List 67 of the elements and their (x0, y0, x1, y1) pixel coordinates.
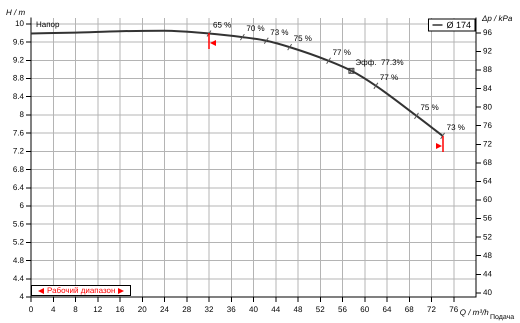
y2-tick-label: 44 (483, 269, 492, 278)
x-tick-label: 64 (382, 305, 392, 314)
y2-tick-label: 76 (483, 120, 492, 130)
x-tick-label: 20 (138, 305, 148, 314)
legend-label: Ø 174 (446, 20, 472, 30)
y-tick-label: 8 (20, 110, 25, 120)
x-tick-label: 8 (73, 305, 78, 314)
x-tick-label: 28 (182, 305, 192, 314)
y2-tick-label: 52 (483, 232, 492, 242)
x-tick-label: 48 (294, 305, 303, 314)
x-tick-label: 16 (116, 305, 125, 314)
y-tick-label: 4 (20, 292, 25, 302)
x-tick-label: 76 (449, 305, 459, 314)
annotation: 77 % (332, 48, 351, 57)
x-tick-label: 56 (338, 305, 348, 314)
x-tick-label: 4 (51, 305, 56, 314)
x-tick-label: 40 (249, 305, 258, 314)
annotation: 65 % (213, 20, 232, 30)
y-tick-label: 4.8 (12, 256, 25, 265)
y-tick-label: 6.4 (12, 182, 25, 192)
y-tick-label: 7.6 (12, 128, 25, 138)
x-tick-label: 68 (404, 305, 414, 314)
y-tick-label: 9.6 (12, 37, 25, 46)
y-tick-label: 4.4 (12, 274, 25, 283)
y-tick-label: 5.2 (12, 238, 25, 247)
y2-axis-title: Δp / kPa (481, 14, 513, 23)
x-tick-label: 60 (360, 305, 370, 314)
x-tick-label: 12 (93, 305, 103, 314)
annotation: Рабочий диапазон (47, 286, 116, 295)
y-tick-label: 5.6 (12, 219, 25, 228)
y-tick-label: 10 (15, 19, 25, 28)
y-tick-label: 8.4 (12, 92, 25, 101)
y2-tick-label: 56 (483, 214, 492, 223)
annotation: 75 % (294, 34, 312, 44)
x-tick-label: 24 (160, 305, 170, 314)
y-tick-label: 9.2 (12, 56, 25, 65)
y2-tick-label: 96 (483, 28, 492, 38)
y2-tick-label: 80 (483, 102, 492, 112)
annotation: Эфф. 77.3% (355, 58, 404, 67)
x-tick-label: 36 (226, 305, 236, 314)
annotation: 70 % (246, 24, 265, 34)
x-tick-label: 44 (271, 305, 281, 314)
x-tick-label: 72 (427, 305, 436, 314)
x-tick-label: 0 (28, 305, 34, 314)
x-tick-label: 52 (316, 305, 326, 314)
y2-tick-label: 84 (483, 84, 492, 93)
range-legend: Рабочий диапазон (31, 285, 132, 296)
y-tick-label: 7.2 (12, 146, 25, 156)
y-tick-label: 6 (20, 201, 25, 210)
x-tick-label: 32 (204, 305, 214, 314)
y-tick-label: 8.8 (12, 74, 25, 83)
annotation: 73 % (446, 122, 465, 132)
y2-tick-label: 60 (483, 195, 492, 204)
y2-tick-label: 68 (483, 158, 492, 168)
y2-tick-label: 88 (483, 65, 492, 74)
annotation: 73 % (270, 28, 289, 37)
annotation: 77 % (380, 72, 398, 82)
y2-tick-label: 72 (483, 139, 492, 148)
x-axis-title: Q / m³/h (460, 308, 490, 317)
y-axis-title: H / m (6, 8, 26, 17)
y-tick-label: 6.8 (12, 164, 25, 174)
y2-tick-label: 40 (483, 288, 492, 298)
annotation: 75 % (420, 102, 439, 112)
y2-tick-label: 48 (483, 250, 492, 260)
y2-tick-label: 64 (483, 176, 492, 186)
chart-title: Напор (36, 20, 60, 29)
y2-tick-label: 92 (483, 46, 492, 56)
